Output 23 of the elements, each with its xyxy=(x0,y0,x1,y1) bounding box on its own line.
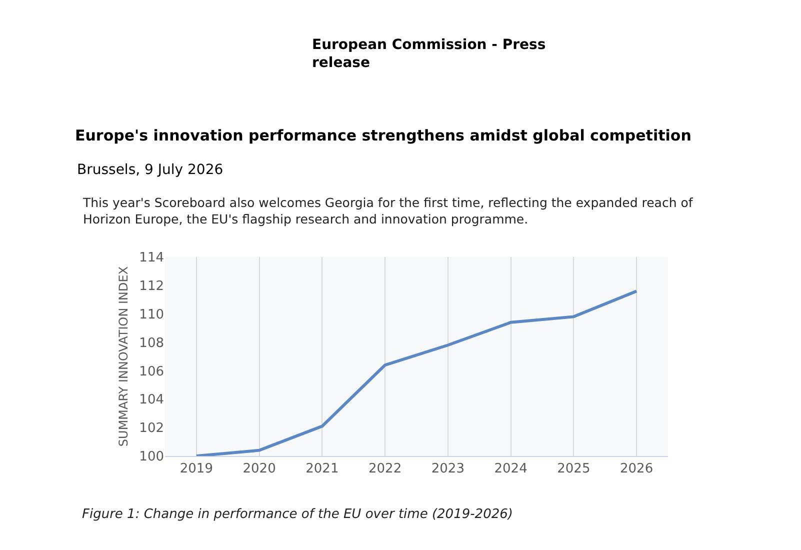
y-axis-title: SUMMARY INNOVATION INDEX xyxy=(116,266,130,447)
y-tick-label: 114 xyxy=(139,250,164,266)
x-tick-label: 2026 xyxy=(620,462,654,477)
text: European Commission - Press release xyxy=(312,37,546,72)
x-tick-label: 2019 xyxy=(180,462,213,477)
chart-title: Europe's innovation performance strengthens amidst global competition xyxy=(75,126,692,144)
x-tick-label: 2020 xyxy=(242,462,276,477)
x-tick-label: 2021 xyxy=(306,462,339,477)
y-tick-label: 104 xyxy=(139,392,164,408)
x-tick-label: 2023 xyxy=(431,462,464,477)
y-tick-label: 108 xyxy=(139,336,164,351)
chart-subtitle: Brussels, 9 July 2026 xyxy=(77,162,224,178)
y-tick-label: 110 xyxy=(139,307,164,322)
x-tick-label: 2024 xyxy=(494,462,528,477)
line-series xyxy=(194,290,638,456)
x-tick-label: 2022 xyxy=(368,462,402,477)
caption: Figure 1: Change in performance of the EU over time (2019-2026) xyxy=(82,507,513,522)
y-tick-label: 112 xyxy=(139,278,164,294)
text: This year's Scoreboard also welcomes Georgia for the first time, reflecting the expanded reach of Horizon Europe, the EU's flagship research and innovation programme. xyxy=(82,195,694,226)
y-tick-label: 100 xyxy=(139,450,164,465)
y-tick-label: 102 xyxy=(139,421,164,436)
y-tick-label: 106 xyxy=(139,364,164,380)
x-tick-label: 2025 xyxy=(557,462,590,477)
